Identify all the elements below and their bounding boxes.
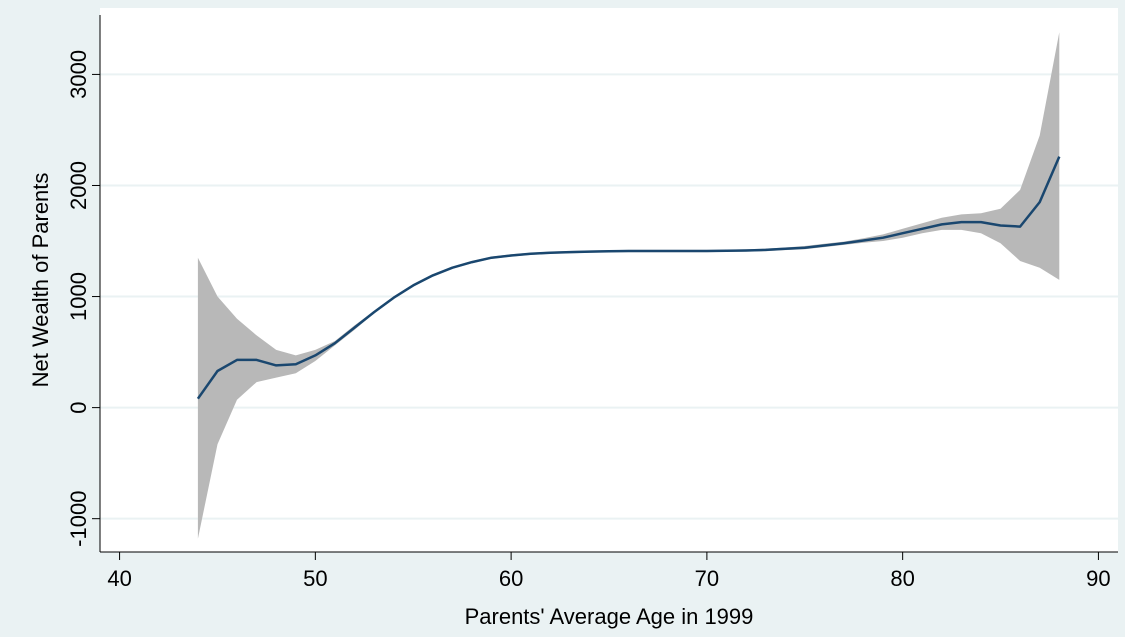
x-tick-label: 70 [695, 566, 719, 591]
plot-area [100, 8, 1118, 552]
x-tick-label: 80 [890, 566, 914, 591]
y-tick-label: 2000 [66, 161, 91, 210]
x-tick-label: 50 [303, 566, 327, 591]
data-line [196, 156, 1061, 400]
x-tick-label: 90 [1086, 566, 1110, 591]
y-tick-label: -1000 [66, 491, 91, 547]
y-axis-title: Net Wealth of Parents [28, 173, 53, 388]
y-tick-label: 1000 [66, 272, 91, 321]
x-tick-label: 60 [499, 566, 523, 591]
y-tick-label: 0 [66, 401, 91, 413]
x-tick-label: 40 [107, 566, 131, 591]
x-axis-title: Parents' Average Age in 1999 [465, 604, 754, 629]
y-tick-label: 3000 [66, 50, 91, 99]
